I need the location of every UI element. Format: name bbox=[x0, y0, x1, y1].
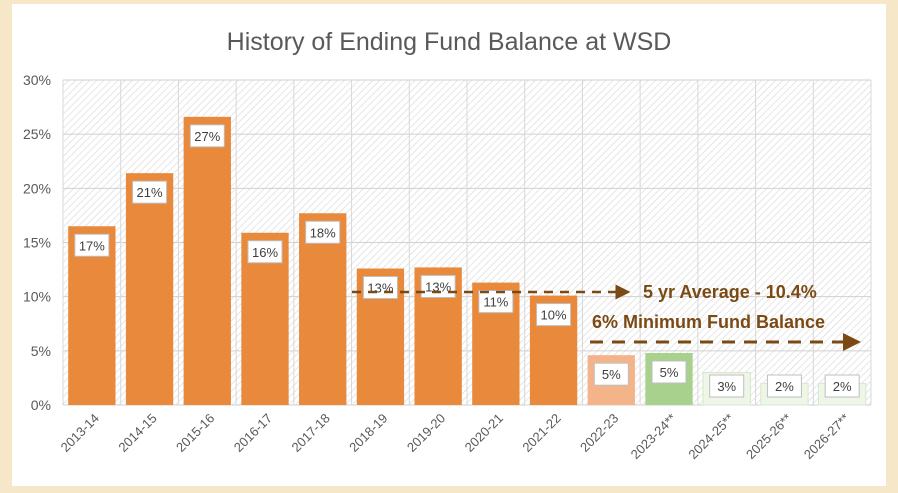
x-tick-label: 2024-25** bbox=[685, 411, 736, 462]
data-label-box bbox=[766, 374, 802, 398]
data-label: 11% bbox=[483, 295, 508, 310]
data-label: 10% bbox=[541, 308, 567, 323]
data-label: 21% bbox=[137, 185, 163, 200]
y-tick-label: 25% bbox=[23, 126, 51, 142]
data-label: 5% bbox=[660, 365, 679, 380]
data-label: 17% bbox=[79, 238, 105, 253]
data-label: 27% bbox=[194, 129, 220, 144]
x-tick-label: 2013-14 bbox=[58, 411, 102, 455]
minimum-annotation: 6% Minimum Fund Balance bbox=[592, 312, 825, 332]
y-tick-label: 30% bbox=[23, 72, 51, 88]
x-tick-label: 2015-16 bbox=[173, 411, 217, 455]
data-label: 2% bbox=[833, 379, 852, 394]
data-label-box bbox=[536, 303, 572, 327]
data-label-box bbox=[824, 374, 860, 398]
data-label: 2% bbox=[775, 379, 794, 394]
bar-2015-16 bbox=[183, 116, 231, 405]
y-tick-label: 10% bbox=[23, 289, 51, 305]
y-tick-label: 15% bbox=[23, 235, 51, 251]
y-tick-label: 0% bbox=[31, 397, 51, 413]
x-tick-label: 2021-22 bbox=[519, 411, 563, 455]
chart-title: History of Ending Fund Balance at WSD bbox=[227, 28, 672, 56]
data-label: 5% bbox=[602, 367, 621, 382]
data-label: 16% bbox=[252, 245, 278, 260]
x-tick-label: 2020-21 bbox=[462, 411, 506, 455]
x-tick-label: 2026-27** bbox=[801, 411, 852, 462]
data-label: 18% bbox=[310, 225, 336, 240]
y-tick-label: 5% bbox=[31, 343, 51, 359]
x-tick-label: 2022-23 bbox=[577, 411, 621, 455]
x-tick-label: 2025-26** bbox=[743, 411, 794, 462]
x-tick-label: 2014-15 bbox=[115, 411, 159, 455]
x-tick-label: 2018-19 bbox=[346, 411, 390, 455]
data-label-box bbox=[593, 362, 629, 386]
data-label: 3% bbox=[717, 379, 736, 394]
data-label-box bbox=[651, 360, 687, 384]
data-label-box bbox=[74, 233, 110, 257]
bar-2014-15 bbox=[125, 173, 174, 405]
data-label: 13% bbox=[425, 279, 451, 294]
x-tick-label: 2019-20 bbox=[404, 411, 448, 455]
x-tick-label: 2023-24** bbox=[628, 411, 679, 462]
average-annotation: 5 yr Average - 10.4% bbox=[643, 282, 817, 302]
data-label-box bbox=[247, 240, 283, 264]
bar-2017-18 bbox=[299, 213, 347, 405]
data-label-box bbox=[189, 124, 225, 148]
x-tick-label: 2017-18 bbox=[288, 411, 332, 455]
data-label-box bbox=[420, 274, 456, 298]
x-tick-label: 2016-17 bbox=[231, 411, 275, 455]
data-label-box bbox=[478, 290, 514, 314]
data-label-box bbox=[132, 180, 168, 204]
y-tick-label: 20% bbox=[23, 180, 51, 196]
data-label-box bbox=[709, 374, 745, 398]
data-label-box bbox=[305, 220, 341, 244]
